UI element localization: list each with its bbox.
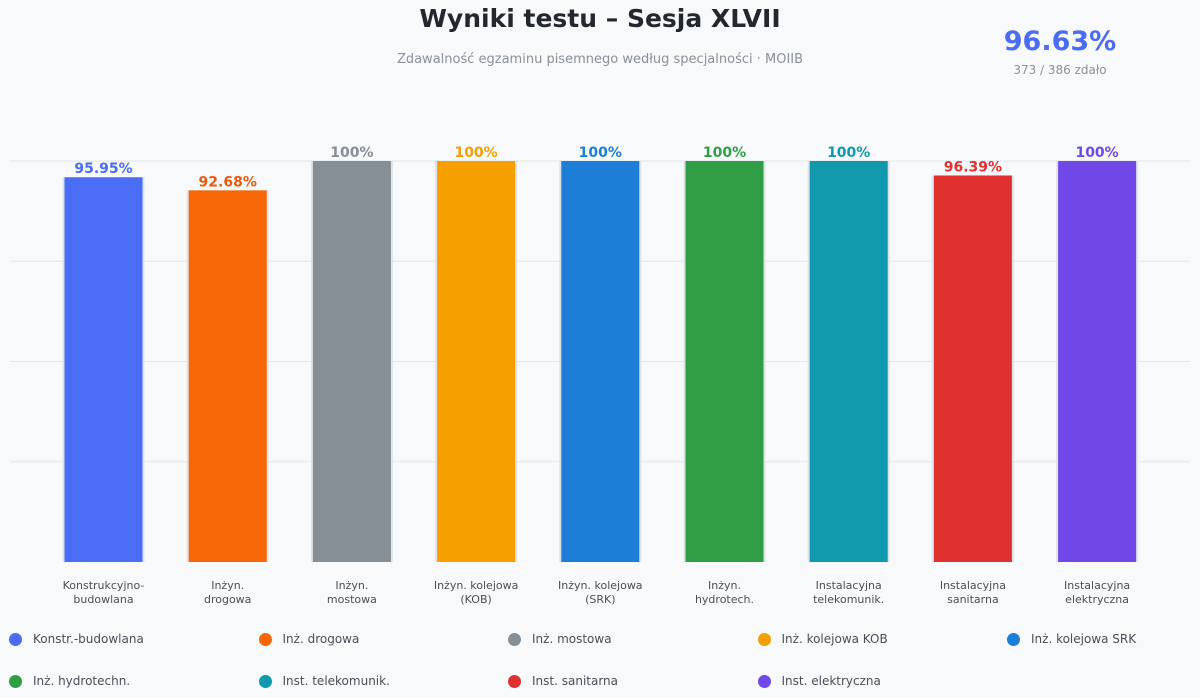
- overall-pass-rate-value: 96.63%: [1003, 26, 1117, 57]
- legend-swatch: [258, 632, 272, 646]
- legend-label: Inż. drogowa: [282, 632, 360, 646]
- legend-swatch: [258, 674, 272, 688]
- data-label: 92.68%: [199, 174, 257, 190]
- bar: [188, 190, 267, 562]
- legend-item: Inst. sanitarna: [499, 674, 618, 688]
- bar: [1058, 161, 1137, 562]
- legend-label: Konstr.-budowlana: [33, 632, 144, 646]
- category-label: sanitarna: [947, 593, 999, 606]
- bar: [64, 177, 143, 563]
- data-label: 100%: [1075, 145, 1118, 161]
- category-label: (KOB): [460, 593, 491, 606]
- category-label: Konstrukcyjno-: [63, 579, 145, 592]
- category-label: elektryczna: [1065, 593, 1129, 606]
- legend-swatch: [757, 632, 771, 646]
- legend-item: Inż. drogowa: [250, 632, 360, 646]
- legend-item: Inst. telekomunik.: [250, 674, 390, 688]
- legend-label: Inż. kolejowa KOB: [781, 632, 888, 646]
- data-label: 100%: [827, 145, 870, 161]
- category-label: Inżyn.: [211, 579, 244, 592]
- category-label: drogowa: [204, 593, 251, 606]
- data-label: 100%: [330, 145, 373, 161]
- category-label: Instalacyjna: [1064, 579, 1130, 592]
- legend-item: Inż. kolejowa KOB: [749, 632, 888, 646]
- bar: [809, 161, 888, 562]
- legend-label: Inst. elektryczna: [781, 674, 881, 688]
- category-label: budowlana: [73, 593, 133, 606]
- legend-label: Inż. kolejowa SRK: [1031, 632, 1137, 646]
- legend-swatch: [757, 674, 771, 688]
- data-label: 95.95%: [74, 161, 132, 177]
- legend-swatch: [508, 674, 521, 688]
- legend-item: Inż. mostowa: [499, 632, 612, 646]
- data-label: 100%: [703, 145, 746, 161]
- data-label: 100%: [454, 145, 497, 161]
- bar: [685, 161, 764, 562]
- legend-label: Inst. telekomunik.: [282, 674, 390, 688]
- category-label: (SRK): [585, 593, 615, 606]
- overall-pass-count: 373 / 386 zdało: [1013, 63, 1107, 77]
- legend-swatch: [9, 632, 22, 646]
- category-label: Inżyn.: [708, 579, 741, 592]
- chart-subtitle: Zdawalność egzaminu pisemnego według spe…: [396, 52, 804, 67]
- category-label: Instalacyjna: [816, 579, 882, 592]
- bar: [561, 161, 640, 562]
- data-label: 100%: [579, 145, 622, 161]
- category-label: telekomunik.: [813, 593, 884, 606]
- legend-label: Inż. hydrotechn.: [33, 674, 131, 688]
- legend-swatch: [508, 632, 521, 646]
- chart-legend: Konstr.-budowlana Inż. drogowa Inż. mostow…: [0, 625, 1200, 697]
- overall-pass-rate: 96.63% 373 / 386 zdało: [985, 26, 1135, 77]
- category-label: Instalacyjna: [940, 579, 1006, 592]
- data-label: 96.39%: [944, 159, 1002, 175]
- legend-item: Konstr.-budowlana: [0, 632, 144, 646]
- legend-label: Inż. mostowa: [532, 632, 612, 646]
- bar: [312, 161, 391, 562]
- category-label: mostowa: [327, 593, 377, 606]
- legend-label: Inst. sanitarna: [532, 674, 619, 688]
- category-label: Inżyn. kolejowa: [434, 579, 519, 592]
- legend-swatch: [9, 674, 22, 688]
- chart-title: Wyniki testu – Sesja XLVII: [419, 4, 781, 33]
- legend-swatch: [1007, 632, 1020, 646]
- bar: [933, 175, 1012, 562]
- bar: [437, 161, 516, 562]
- category-label: hydrotech.: [695, 593, 754, 606]
- legend-item: Inst. elektryczna: [749, 674, 881, 688]
- legend-item: Inż. kolejowa SRK: [998, 632, 1136, 646]
- legend-item: Inż. hydrotechn.: [0, 674, 130, 688]
- category-label: Inżyn. kolejowa: [558, 579, 643, 592]
- bar-chart: 95.95% Konstrukcyjno-budowlana 92.68% Inżyn…: [10, 145, 1190, 606]
- category-label: Inżyn.: [335, 579, 368, 592]
